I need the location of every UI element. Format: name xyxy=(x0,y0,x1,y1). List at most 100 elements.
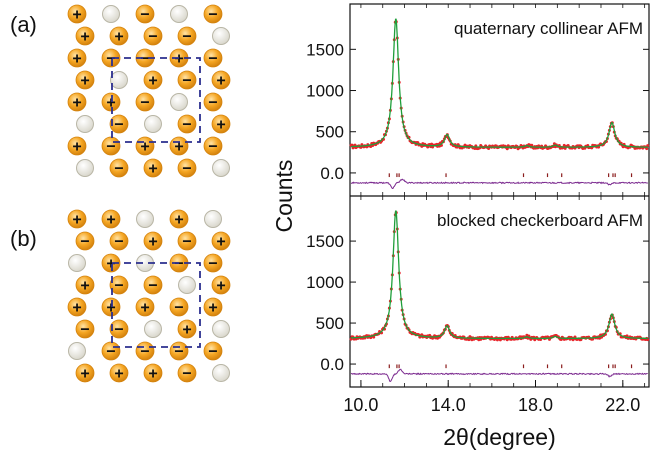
spin-sign: − xyxy=(148,29,157,46)
spin-sign: + xyxy=(80,366,89,383)
y-tick-label: 500 xyxy=(316,123,344,142)
spin-up-atom xyxy=(67,48,87,68)
spin-down-atom xyxy=(135,92,155,112)
y-tick-label: 1000 xyxy=(306,82,344,101)
spin-down-atom xyxy=(169,297,189,317)
vacancy-atom xyxy=(212,364,230,382)
spin-sign: − xyxy=(208,256,217,273)
spin-down-atom xyxy=(101,48,121,68)
spin-sign: + xyxy=(148,234,157,251)
spin-down-atom xyxy=(177,26,197,46)
spin-sign: − xyxy=(208,51,217,68)
difference-curve xyxy=(350,368,648,382)
spin-sign: + xyxy=(106,300,115,317)
spin-sign: − xyxy=(174,300,183,317)
difference-curve xyxy=(350,178,649,190)
spin-down-atom xyxy=(177,114,197,134)
observed-point xyxy=(645,147,649,151)
spin-sign: + xyxy=(72,95,81,112)
spin-sign: + xyxy=(114,29,123,46)
x-axis-label: 2θ(degree) xyxy=(443,424,556,450)
spin-up-atom xyxy=(143,158,163,178)
spin-down-atom xyxy=(177,231,197,251)
spin-sign: − xyxy=(114,234,123,251)
spin-up-atom xyxy=(101,92,121,112)
spin-up-atom xyxy=(211,114,231,134)
spin-up-atom xyxy=(211,275,231,295)
spin-down-atom xyxy=(75,231,95,251)
spin-sign: + xyxy=(114,366,123,383)
spin-sign: − xyxy=(106,139,115,156)
panel-label-a: (a) xyxy=(10,12,37,37)
spin-down-atom xyxy=(177,70,197,90)
spin-down-atom xyxy=(203,4,223,24)
spin-up-atom xyxy=(67,297,87,317)
y-tick-label: 0.0 xyxy=(320,164,344,183)
spin-down-atom xyxy=(203,341,223,361)
spin-sign: − xyxy=(106,51,115,68)
spin-up-atom xyxy=(143,70,163,90)
spin-sign: + xyxy=(148,73,157,90)
spin-sign: − xyxy=(114,322,123,339)
spin-sign: + xyxy=(174,51,183,68)
spin-sign: − xyxy=(182,161,191,178)
spin-up-atom xyxy=(101,297,121,317)
spin-up-atom xyxy=(177,319,197,339)
spin-down-atom xyxy=(143,26,163,46)
spin-down-atom xyxy=(109,114,129,134)
vacancy-atom xyxy=(170,93,188,111)
lattice-diagram-b: + + +− − + − ++ − −+ − − ++ + + − +− − +− − − −+ + + − xyxy=(67,209,231,383)
spin-sign: + xyxy=(72,212,81,229)
spin-sign: − xyxy=(114,117,123,134)
spin-sign: + xyxy=(106,256,115,273)
spin-up-atom xyxy=(135,297,155,317)
x-tick-label: 22.0 xyxy=(605,395,640,415)
spin-sign: + xyxy=(216,73,225,90)
spin-sign: − xyxy=(80,322,89,339)
vacancy-atom xyxy=(136,210,154,228)
panel-label-b: (b) xyxy=(10,226,37,251)
spin-down-atom xyxy=(203,136,223,156)
spin-sign: − xyxy=(140,344,149,361)
spin-sign: + xyxy=(80,73,89,90)
spin-up-atom xyxy=(211,70,231,90)
spin-sign: − xyxy=(182,234,191,251)
spin-up-atom xyxy=(67,4,87,24)
spin-up-atom xyxy=(143,363,163,383)
vacancy-atom xyxy=(144,115,162,133)
x-tick-label: 18.0 xyxy=(518,395,553,415)
observed-point xyxy=(646,144,650,148)
spin-sign: − xyxy=(174,256,183,273)
y-tick-label: 500 xyxy=(316,314,344,333)
spin-down-atom xyxy=(135,4,155,24)
vacancy-atom xyxy=(212,320,230,338)
y-tick-label: 1500 xyxy=(306,232,344,251)
spin-sign: − xyxy=(174,344,183,361)
spin-sign: − xyxy=(208,7,217,24)
vacancy-atom xyxy=(178,276,196,294)
spin-sign: + xyxy=(148,366,157,383)
spin-sign: − xyxy=(182,366,191,383)
spin-sign: − xyxy=(106,344,115,361)
spin-sign: + xyxy=(72,7,81,24)
spin-sign: − xyxy=(182,29,191,46)
spin-sign: − xyxy=(114,278,123,295)
spin-up-atom xyxy=(101,209,121,229)
panel-annotation: quaternary collinear AFM xyxy=(454,19,643,38)
spin-up-atom xyxy=(75,275,95,295)
vacancy-atom xyxy=(68,254,86,272)
unit-cell-box xyxy=(111,262,201,348)
spin-sign: + xyxy=(174,139,183,156)
spin-up-atom xyxy=(75,26,95,46)
spin-up-atom xyxy=(67,136,87,156)
spin-down-atom xyxy=(177,363,197,383)
spin-down-atom xyxy=(203,92,223,112)
spin-sign: + xyxy=(216,117,225,134)
spin-sign: + xyxy=(72,51,81,68)
panel-annotation: blocked checkerboard AFM xyxy=(437,211,643,230)
x-tick-label: 10.0 xyxy=(343,395,378,415)
vacancy-atom xyxy=(76,159,94,177)
spin-sign: + xyxy=(148,161,157,178)
